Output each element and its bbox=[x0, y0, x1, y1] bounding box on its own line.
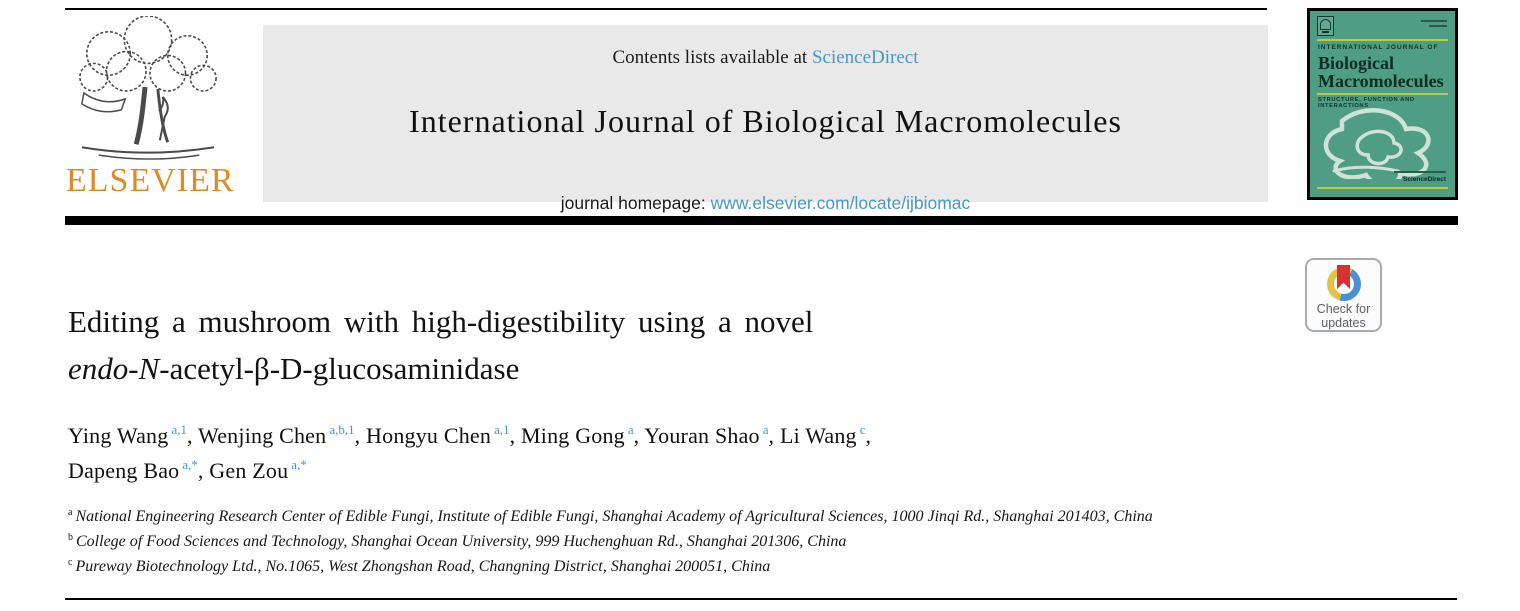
author-superscript: a bbox=[627, 422, 634, 437]
author-name: Dapeng Bao bbox=[68, 458, 180, 483]
bottom-rule bbox=[65, 598, 1457, 600]
author-separator: , bbox=[509, 423, 522, 448]
article-title-line1: Editing a mushroom with high-digestibili… bbox=[68, 304, 814, 339]
article-title-italic-segment: endo-N bbox=[68, 351, 160, 386]
homepage-prefix: journal homepage: bbox=[560, 193, 706, 213]
journal-cover-thumbnail[interactable]: INTERNATIONAL JOURNAL OF Biological Macr… bbox=[1307, 8, 1458, 200]
cover-accent-line bbox=[1317, 187, 1448, 189]
author-name: Gen Zou bbox=[209, 458, 289, 483]
author-separator: , bbox=[865, 423, 872, 448]
author-superscript: a,1 bbox=[171, 422, 187, 437]
author-separator: , bbox=[633, 423, 645, 448]
elsevier-logo[interactable]: ELSEVIER bbox=[60, 16, 238, 206]
cover-elsevier-mini-logo-icon bbox=[1317, 16, 1334, 36]
affiliation-text: Pureway Biotechnology Ltd., No.1065, Wes… bbox=[75, 558, 771, 575]
author-line: Dapeng Bao a,*, Gen Zou a,* bbox=[68, 455, 1268, 490]
cover-issue-info-line bbox=[1421, 20, 1447, 22]
top-rule bbox=[65, 8, 1267, 10]
affiliation-superscript: b bbox=[68, 532, 73, 543]
affiliation-superscript: c bbox=[68, 557, 73, 568]
affiliation-superscript: a bbox=[68, 507, 73, 518]
author-separator: , bbox=[768, 423, 780, 448]
author-superscript: a bbox=[762, 422, 769, 437]
author-separator: , bbox=[197, 458, 210, 483]
cover-availability-line bbox=[1394, 171, 1446, 173]
check-for-updates-label: Check for updates bbox=[1316, 302, 1371, 330]
cover-title-line2: Macromolecules bbox=[1318, 71, 1444, 91]
author-name: Wenjing Chen bbox=[198, 423, 327, 448]
elsevier-wordmark: ELSEVIER bbox=[66, 162, 235, 199]
check-for-updates-badge[interactable]: Check for updates bbox=[1305, 258, 1382, 332]
cover-accent-line bbox=[1317, 93, 1448, 95]
contents-prefix: Contents lists available at bbox=[612, 47, 808, 68]
article-title-line2-rest: -acetyl-β-D-glucosaminidase bbox=[159, 351, 520, 386]
crossmark-bookmark-icon bbox=[1337, 265, 1350, 289]
affiliation-row: c Pureway Biotechnology Ltd., No.1065, We… bbox=[68, 555, 1348, 580]
author-name: Hongyu Chen bbox=[366, 423, 492, 448]
journal-title: International Journal of Biological Macr… bbox=[409, 103, 1122, 139]
cover-kicker: INTERNATIONAL JOURNAL OF bbox=[1318, 44, 1439, 51]
article-title-line2: endo-N-acetyl-β-D-glucosaminidase bbox=[68, 345, 1068, 392]
affiliation-text: College of Food Sciences and Technology,… bbox=[76, 533, 847, 550]
cover-sciencedirect-badge: ScienceDirect bbox=[1403, 176, 1446, 183]
cover-subtitle: STRUCTURE, FUNCTION AND INTERACTIONS bbox=[1318, 97, 1415, 109]
author-name: Youran Shao bbox=[644, 423, 760, 448]
author-name: Ming Gong bbox=[521, 423, 625, 448]
author-name: Ying Wang bbox=[68, 423, 169, 448]
author-separator: , bbox=[354, 423, 367, 448]
affiliation-row: a National Engineering Research Center of… bbox=[68, 505, 1348, 530]
author-list: Ying Wang a,1, Wenjing Chen a,b,1, Hongyu … bbox=[68, 420, 1268, 490]
author-name: Li Wang bbox=[779, 423, 857, 448]
cover-accent-line bbox=[1317, 39, 1448, 41]
homepage-link[interactable]: www.elsevier.com/locate/ijbiomac bbox=[710, 193, 971, 213]
author-superscript: a,b,1 bbox=[329, 422, 355, 437]
elsevier-tree-icon bbox=[79, 16, 217, 160]
sciencedirect-link[interactable]: ScienceDirect bbox=[811, 47, 919, 68]
affiliation-row: b College of Food Sciences and Technology… bbox=[68, 530, 1348, 555]
affiliation-list: a National Engineering Research Center of… bbox=[68, 505, 1348, 580]
masthead-divider-bar bbox=[65, 216, 1458, 225]
author-superscript: a,* bbox=[291, 457, 307, 472]
article-title: Editing a mushroom with high-digestibili… bbox=[68, 298, 1068, 392]
cover-issue-info-line bbox=[1429, 25, 1447, 27]
author-superscript: c bbox=[859, 422, 866, 437]
affiliation-text: National Engineering Research Center of … bbox=[75, 508, 1153, 525]
author-separator: , bbox=[187, 423, 199, 448]
author-superscript: a,* bbox=[182, 457, 198, 472]
cover-title-line1: Biological bbox=[1318, 53, 1394, 73]
contents-line: Contents lists available at ScienceDirec… bbox=[263, 47, 1268, 69]
author-line: Ying Wang a,1, Wenjing Chen a,b,1, Hongyu … bbox=[68, 420, 1268, 455]
homepage-line: journal homepage: www.elsevier.com/locat… bbox=[263, 193, 1268, 214]
masthead-box: Contents lists available at ScienceDirec… bbox=[263, 25, 1268, 213]
cover-protein-ribbon-art bbox=[1323, 108, 1431, 179]
author-superscript: a,1 bbox=[494, 422, 510, 437]
